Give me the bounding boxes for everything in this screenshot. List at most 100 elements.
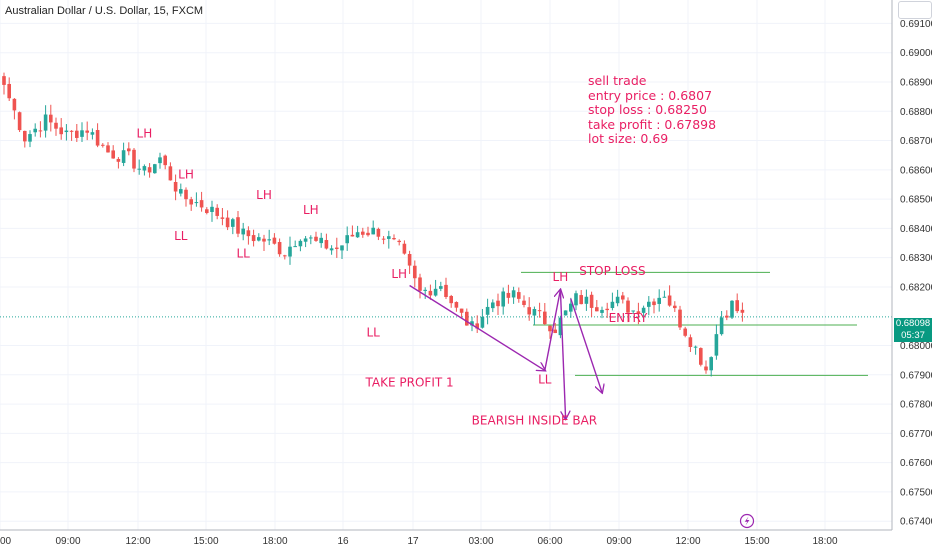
candle-body (527, 307, 531, 315)
candle-body (111, 150, 115, 159)
current-price-label: 0.68098 05:37 (894, 318, 932, 342)
candle-body (163, 155, 167, 166)
candle-body (17, 112, 22, 131)
candle (548, 325, 552, 339)
candle (527, 297, 531, 321)
candle-body (127, 148, 131, 152)
annotation-label: LL (538, 373, 552, 387)
candle-body (657, 297, 661, 304)
candle-body (366, 232, 370, 236)
chart-settings-button[interactable] (898, 1, 932, 19)
candle-body (324, 240, 329, 249)
candle-body (231, 219, 235, 227)
candle-body (147, 167, 152, 173)
candle-body (470, 321, 474, 326)
candle-body (735, 300, 739, 312)
candle-body (246, 230, 251, 237)
candle (205, 207, 209, 215)
candle (64, 124, 69, 141)
candle-body (288, 246, 292, 257)
candle-body (574, 293, 578, 306)
trade-note: sell trade entry price : 0.6807 stop los… (588, 73, 716, 147)
time-tick-label: 12:00 (125, 536, 150, 547)
candle (407, 250, 412, 274)
annotation-label: TAKE PROFIT 1 (365, 376, 454, 390)
trend-arrow (544, 290, 561, 371)
candle-body (543, 311, 547, 325)
candle (387, 230, 391, 249)
candle-body (303, 238, 308, 242)
candle (225, 210, 230, 231)
candle (563, 310, 568, 316)
candle (361, 227, 365, 238)
trend-arrow (559, 289, 565, 419)
candle (423, 287, 427, 299)
candle (605, 302, 609, 318)
candle-body (272, 237, 277, 244)
candle-body (449, 295, 453, 304)
candle-body (54, 122, 58, 129)
trend-arrow (570, 298, 602, 393)
candle (693, 345, 698, 355)
candle-body (64, 130, 69, 133)
candle-body (33, 128, 37, 133)
candle-body (340, 245, 344, 251)
candle (496, 293, 500, 316)
candle-body (714, 334, 719, 356)
candle (719, 311, 724, 336)
candle-body (558, 317, 563, 336)
candle-body (101, 144, 105, 146)
candle (132, 147, 136, 173)
candle-body (433, 288, 438, 296)
candle-body (621, 295, 625, 300)
time-tick-label: 03:00 (468, 536, 493, 547)
candle (610, 292, 615, 311)
candle-body (106, 145, 110, 153)
annotation-label: LH (553, 270, 569, 284)
candle-body (7, 83, 11, 99)
note-line: sell trade (588, 73, 647, 88)
candle (532, 306, 537, 326)
candle (7, 77, 11, 101)
time-tick-label: 16 (337, 536, 349, 547)
time-tick-label: 06:00 (537, 536, 562, 547)
candle-body (309, 237, 313, 239)
candle (459, 308, 464, 318)
candle (215, 204, 219, 220)
candle (324, 233, 329, 250)
candle (735, 293, 739, 314)
candle-body (225, 217, 230, 228)
candle-body (251, 235, 256, 242)
candle (392, 234, 396, 241)
candle (101, 143, 105, 148)
candle (173, 174, 178, 201)
candle (454, 301, 459, 312)
candle (153, 163, 157, 174)
candle (465, 308, 469, 326)
candle-body (277, 242, 282, 255)
candle-body (709, 357, 713, 371)
candle (439, 281, 443, 292)
lightning-icon[interactable] (739, 513, 755, 529)
candle (85, 121, 89, 141)
candlesticks (2, 72, 745, 377)
annotation-label: LL (367, 326, 381, 340)
candle (12, 98, 17, 120)
time-tick-label: 00 (0, 536, 12, 547)
annotation-label: LH (391, 267, 407, 281)
candle (69, 130, 74, 141)
candle (485, 298, 490, 325)
candle (340, 245, 344, 260)
candle-body (491, 302, 495, 309)
candle-body (2, 76, 6, 85)
candle-body (662, 296, 667, 298)
horizontal-levels (0, 271, 892, 376)
candle-body (90, 132, 95, 135)
candle-body (439, 286, 443, 289)
candle (579, 289, 583, 305)
